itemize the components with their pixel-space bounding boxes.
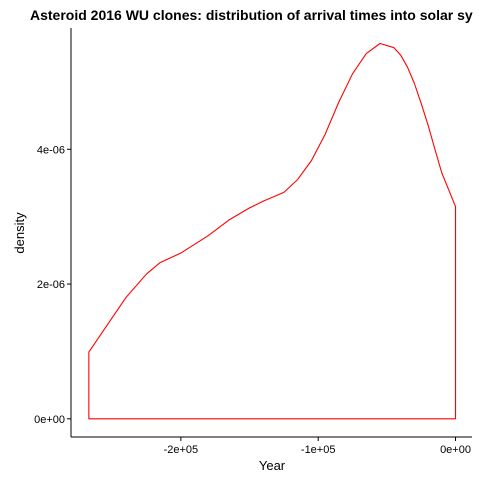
x-axis-label: Year xyxy=(259,458,286,473)
y-tick-label: 0e+00 xyxy=(34,414,65,426)
x-tick-label: 0e+00 xyxy=(440,444,471,456)
y-tick-label: 4e-06 xyxy=(37,144,65,156)
chart-title: Asteroid 2016 WU clones: distribution of… xyxy=(30,7,473,23)
x-tick-label: -1e+05 xyxy=(301,444,336,456)
x-tick-label: -2e+05 xyxy=(164,444,199,456)
density-curve xyxy=(88,42,457,420)
ticks-layer: -2e+05 -1e+05 0e+00 0e+00 2e-06 4e-06 xyxy=(34,144,471,456)
plot-layer xyxy=(88,42,457,420)
y-tick-label: 2e-06 xyxy=(37,279,65,291)
y-axis-label: density xyxy=(12,212,27,254)
